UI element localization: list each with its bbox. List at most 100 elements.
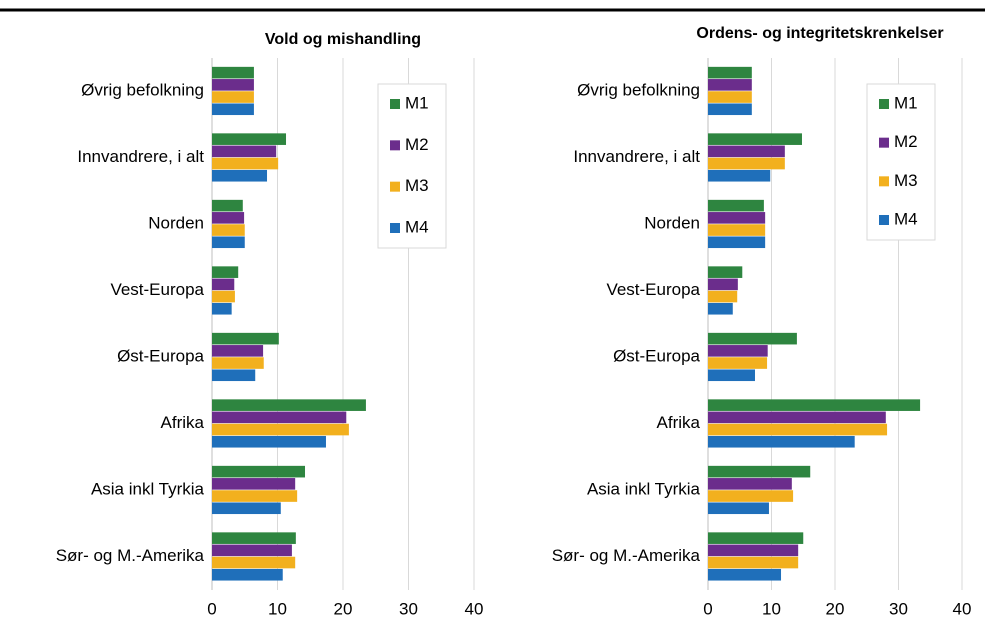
bar	[212, 79, 254, 91]
bar	[708, 399, 921, 411]
y-tick-label: Øst-Europa	[117, 347, 204, 366]
bar	[708, 212, 766, 224]
bar	[212, 399, 366, 411]
bar	[708, 332, 797, 345]
bar	[708, 103, 752, 116]
bar	[708, 290, 738, 303]
bar	[708, 357, 768, 369]
legend-swatch	[390, 99, 400, 109]
bar	[212, 411, 347, 424]
bar	[212, 465, 306, 478]
legend-box	[377, 83, 447, 249]
legend-label: M1	[405, 93, 429, 112]
bar	[212, 423, 349, 436]
bar	[212, 278, 235, 291]
bar	[212, 502, 281, 515]
x-tick-label: 0	[207, 599, 216, 617]
bar	[212, 357, 264, 369]
legend-swatch	[390, 223, 400, 233]
bar	[212, 266, 239, 278]
bar	[212, 290, 235, 303]
y-tick-label: Afrika	[161, 413, 205, 432]
legend-box	[866, 83, 936, 241]
y-tick-label: Innvandrere, i alt	[573, 147, 700, 166]
x-tick-label: 10	[268, 599, 287, 617]
x-tick-label: 30	[399, 599, 418, 617]
y-tick-label: Øvrig befolkning	[577, 81, 700, 100]
y-tick-label: Sør- og M.-Amerika	[56, 546, 205, 565]
legend-label: M3	[894, 171, 918, 190]
y-tick-label: Øst-Europa	[613, 347, 700, 366]
bar	[212, 532, 296, 544]
y-tick-label: Vest-Europa	[606, 280, 700, 299]
bar	[708, 66, 752, 79]
bar	[212, 169, 268, 182]
bar	[708, 478, 792, 490]
bar	[708, 465, 811, 478]
x-tick-label: 20	[334, 599, 353, 617]
y-tick-label: Asia inkl Tyrkia	[91, 480, 205, 499]
bar	[212, 435, 326, 448]
bar	[708, 556, 799, 569]
legend-swatch	[390, 140, 400, 151]
chart-title: Ordens- og integritetskrenkelser	[696, 25, 943, 42]
bar	[708, 502, 769, 515]
bar	[708, 490, 794, 502]
y-tick-label: Norden	[148, 214, 204, 233]
bar	[708, 199, 764, 212]
bar	[212, 236, 245, 249]
legend-swatch	[879, 99, 889, 109]
bar	[212, 133, 287, 145]
y-tick-label: Innvandrere, i alt	[77, 147, 204, 166]
bar	[708, 532, 804, 544]
bar	[708, 79, 752, 91]
bar	[708, 435, 855, 448]
bar	[212, 490, 298, 502]
x-tick-label: 30	[889, 599, 908, 617]
bar	[708, 157, 785, 170]
bar	[708, 411, 886, 424]
bar	[708, 169, 771, 182]
bar	[708, 544, 799, 557]
chart-title: Vold og mishandling	[265, 31, 421, 48]
y-tick-label: Sør- og M.-Amerika	[552, 546, 701, 565]
bar	[708, 423, 888, 436]
legend-label: M4	[405, 217, 429, 236]
bar	[212, 103, 254, 116]
bar	[212, 556, 296, 569]
legend-label: M3	[405, 176, 429, 195]
legend-label: M1	[894, 93, 918, 112]
bar	[212, 302, 232, 315]
bar	[708, 236, 766, 249]
legend-label: M4	[894, 209, 918, 228]
x-tick-label: 20	[826, 599, 845, 617]
bar	[708, 302, 733, 315]
bar	[708, 369, 755, 382]
bar	[212, 66, 254, 79]
bar	[212, 478, 296, 490]
bar	[708, 266, 743, 278]
bar	[212, 544, 292, 557]
y-tick-label: Norden	[644, 214, 700, 233]
bar	[212, 91, 254, 103]
y-tick-label: Afrika	[657, 413, 701, 432]
y-tick-label: Asia inkl Tyrkia	[587, 480, 701, 499]
bar	[708, 133, 802, 145]
legend-swatch	[879, 215, 889, 225]
bar	[708, 91, 752, 103]
x-tick-label: 0	[703, 599, 712, 617]
bar	[708, 145, 785, 158]
y-tick-label: Øvrig befolkning	[81, 81, 204, 100]
bar	[212, 345, 264, 357]
bar	[212, 332, 279, 345]
x-tick-label: 40	[953, 599, 972, 617]
x-tick-label: 10	[762, 599, 781, 617]
legend-swatch	[390, 181, 400, 192]
bar	[212, 157, 279, 170]
bar	[708, 345, 768, 357]
bar	[212, 224, 245, 236]
bar	[212, 199, 243, 212]
legend-swatch	[879, 176, 889, 187]
bar	[212, 568, 283, 581]
